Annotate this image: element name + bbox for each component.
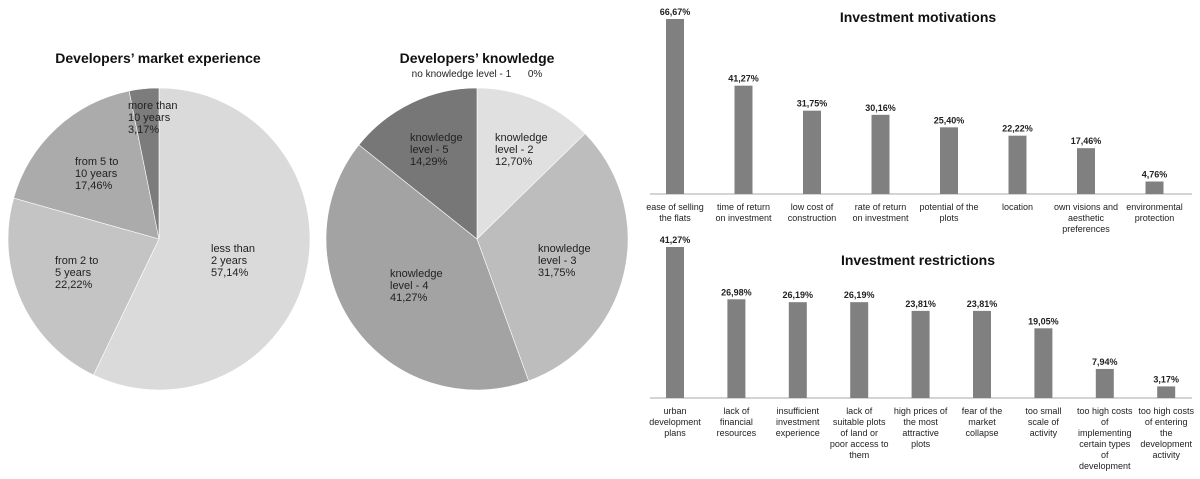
motivations-value-label-1: 66,67% [660, 7, 691, 17]
restrictions-category-label-5: high prices of the most attractive plots [894, 406, 948, 449]
pie-labels-knowledge: knowledge level - 2 12,70% knowledge level -… [390, 132, 591, 304]
market-experience-slice-2 [7, 197, 160, 376]
restrictions-value-label-2: 26,98% [721, 287, 752, 297]
restrictions-value-label-7: 19,05% [1028, 316, 1059, 326]
restrictions-category-label-6: fear of the market collapse [962, 406, 1003, 438]
restrictions-value-label-6: 23,81% [967, 299, 998, 309]
market-experience-slice-4 [128, 87, 160, 240]
knowledge-slice-3 [325, 144, 530, 391]
motivations-bar-6 [1008, 135, 1027, 194]
restrictions-bar-8 [1095, 368, 1114, 398]
knowledge-slice-2 [476, 133, 629, 382]
restrictions-value-label-4: 26,19% [844, 290, 875, 300]
motivations-bar-8 [1145, 181, 1164, 194]
motivations-value-label-3: 31,75% [797, 99, 828, 109]
knowledge-slice-1 [476, 87, 586, 240]
restrictions-bar-6 [973, 310, 991, 398]
market-experience-slice-3 [13, 90, 160, 240]
pie-note-no-knowledge: no knowledge level - 1 0% [412, 69, 543, 80]
restrictions-bar-1 [666, 247, 684, 398]
motivations-bar-4 [871, 114, 890, 194]
restrictions-value-label-9: 3,17% [1153, 374, 1179, 384]
knowledge-slice-label-3: knowledge level - 4 41,27% [390, 268, 443, 304]
motivations-category-label-1: ease of selling the flats [646, 202, 704, 223]
pie-chart-knowledge: Developers’ knowledge no knowledge level… [325, 50, 629, 391]
restrictions-bar-9 [1157, 386, 1176, 398]
motivations-category-label-5: potential of the plots [919, 202, 978, 223]
motivations-value-label-4: 30,16% [865, 103, 896, 113]
motivations-category-label-6: location [1002, 202, 1033, 212]
motivations-bar-1 [666, 19, 684, 194]
market-experience-slice-1 [93, 87, 311, 391]
restrictions-category-label-4: lack of suitable plots of land or poor acce… [830, 406, 889, 460]
bar-chart-investment-motivations: Investment motivations 66,67% ease of sel… [646, 7, 1192, 234]
motivations-bar-5 [940, 127, 958, 194]
motivations-value-label-6: 22,22% [1002, 124, 1033, 134]
bars-investment-motivations: 66,67% ease of selling the flats 41,27% time… [646, 7, 1183, 234]
pie-slices-market-experience [7, 87, 311, 391]
restrictions-value-label-8: 7,94% [1092, 357, 1118, 367]
pie-title-market-experience: Developers’ market experience [55, 50, 261, 66]
motivations-category-label-8: environmental protection [1126, 202, 1183, 223]
motivations-value-label-2: 41,27% [728, 74, 759, 84]
restrictions-bar-4 [850, 302, 869, 398]
restrictions-category-label-8: too high costs of implementing certain type… [1077, 406, 1133, 471]
pie-chart-market-experience: Developers’ market experience less than 2… [7, 50, 311, 391]
motivations-value-label-8: 4,76% [1142, 170, 1168, 180]
motivations-value-label-5: 25,40% [934, 115, 965, 125]
restrictions-category-label-7: too small scale of activity [1025, 406, 1061, 438]
motivations-category-label-2: time of return on investment [715, 202, 772, 223]
knowledge-slice-label-1: knowledge level - 2 12,70% [495, 132, 548, 168]
restrictions-value-label-5: 23,81% [905, 299, 936, 309]
motivations-value-label-7: 17,46% [1071, 136, 1102, 146]
bar-title-investment-restrictions: Investment restrictions [841, 252, 995, 268]
market-experience-slice-label-3: from 5 to 10 years 17,46% [75, 156, 118, 192]
knowledge-slice-4 [358, 87, 478, 240]
restrictions-category-label-1: urban development plans [649, 406, 701, 438]
motivations-bar-7 [1077, 148, 1095, 194]
pie-labels-market-experience: less than 2 years 57,14% from 2 to 5 years 22… [55, 100, 255, 291]
pie-title-knowledge: Developers’ knowledge [400, 50, 555, 66]
restrictions-value-label-3: 26,19% [783, 290, 814, 300]
restrictions-bar-5 [911, 310, 930, 398]
restrictions-value-label-1: 41,27% [660, 235, 691, 245]
pie-slices-knowledge [325, 87, 629, 391]
restrictions-category-label-9: too high costs of entering the development a… [1138, 406, 1194, 460]
restrictions-bar-2 [727, 299, 746, 398]
restrictions-category-label-2: lack of financial resources [717, 406, 757, 438]
restrictions-category-label-3: insufficient investment experience [776, 406, 820, 438]
market-experience-slice-label-1: less than 2 years 57,14% [211, 243, 255, 279]
motivations-category-label-7: own visions and aesthetic preferences [1054, 202, 1118, 234]
bar-title-investment-motivations: Investment motivations [840, 9, 997, 25]
knowledge-slice-label-4: knowledge level - 5 14,29% [410, 132, 463, 168]
bar-chart-investment-restrictions: Investment restrictions 41,27% urban devel… [649, 235, 1194, 471]
motivations-bar-2 [734, 85, 753, 194]
restrictions-bar-7 [1034, 328, 1053, 398]
market-experience-slice-label-2: from 2 to 5 years 22,22% [55, 255, 98, 291]
knowledge-slice-label-2: knowledge level - 3 31,75% [538, 243, 591, 279]
motivations-category-label-3: low cost of construction [788, 202, 837, 223]
motivations-bar-3 [803, 110, 821, 194]
bars-investment-restrictions: 41,27% urban development plans 26,98% lack of… [649, 235, 1194, 471]
restrictions-bar-3 [788, 302, 807, 398]
motivations-category-label-4: rate of return on investment [852, 202, 909, 223]
market-experience-slice-label-4: more than 10 years 3,17% [128, 100, 178, 136]
